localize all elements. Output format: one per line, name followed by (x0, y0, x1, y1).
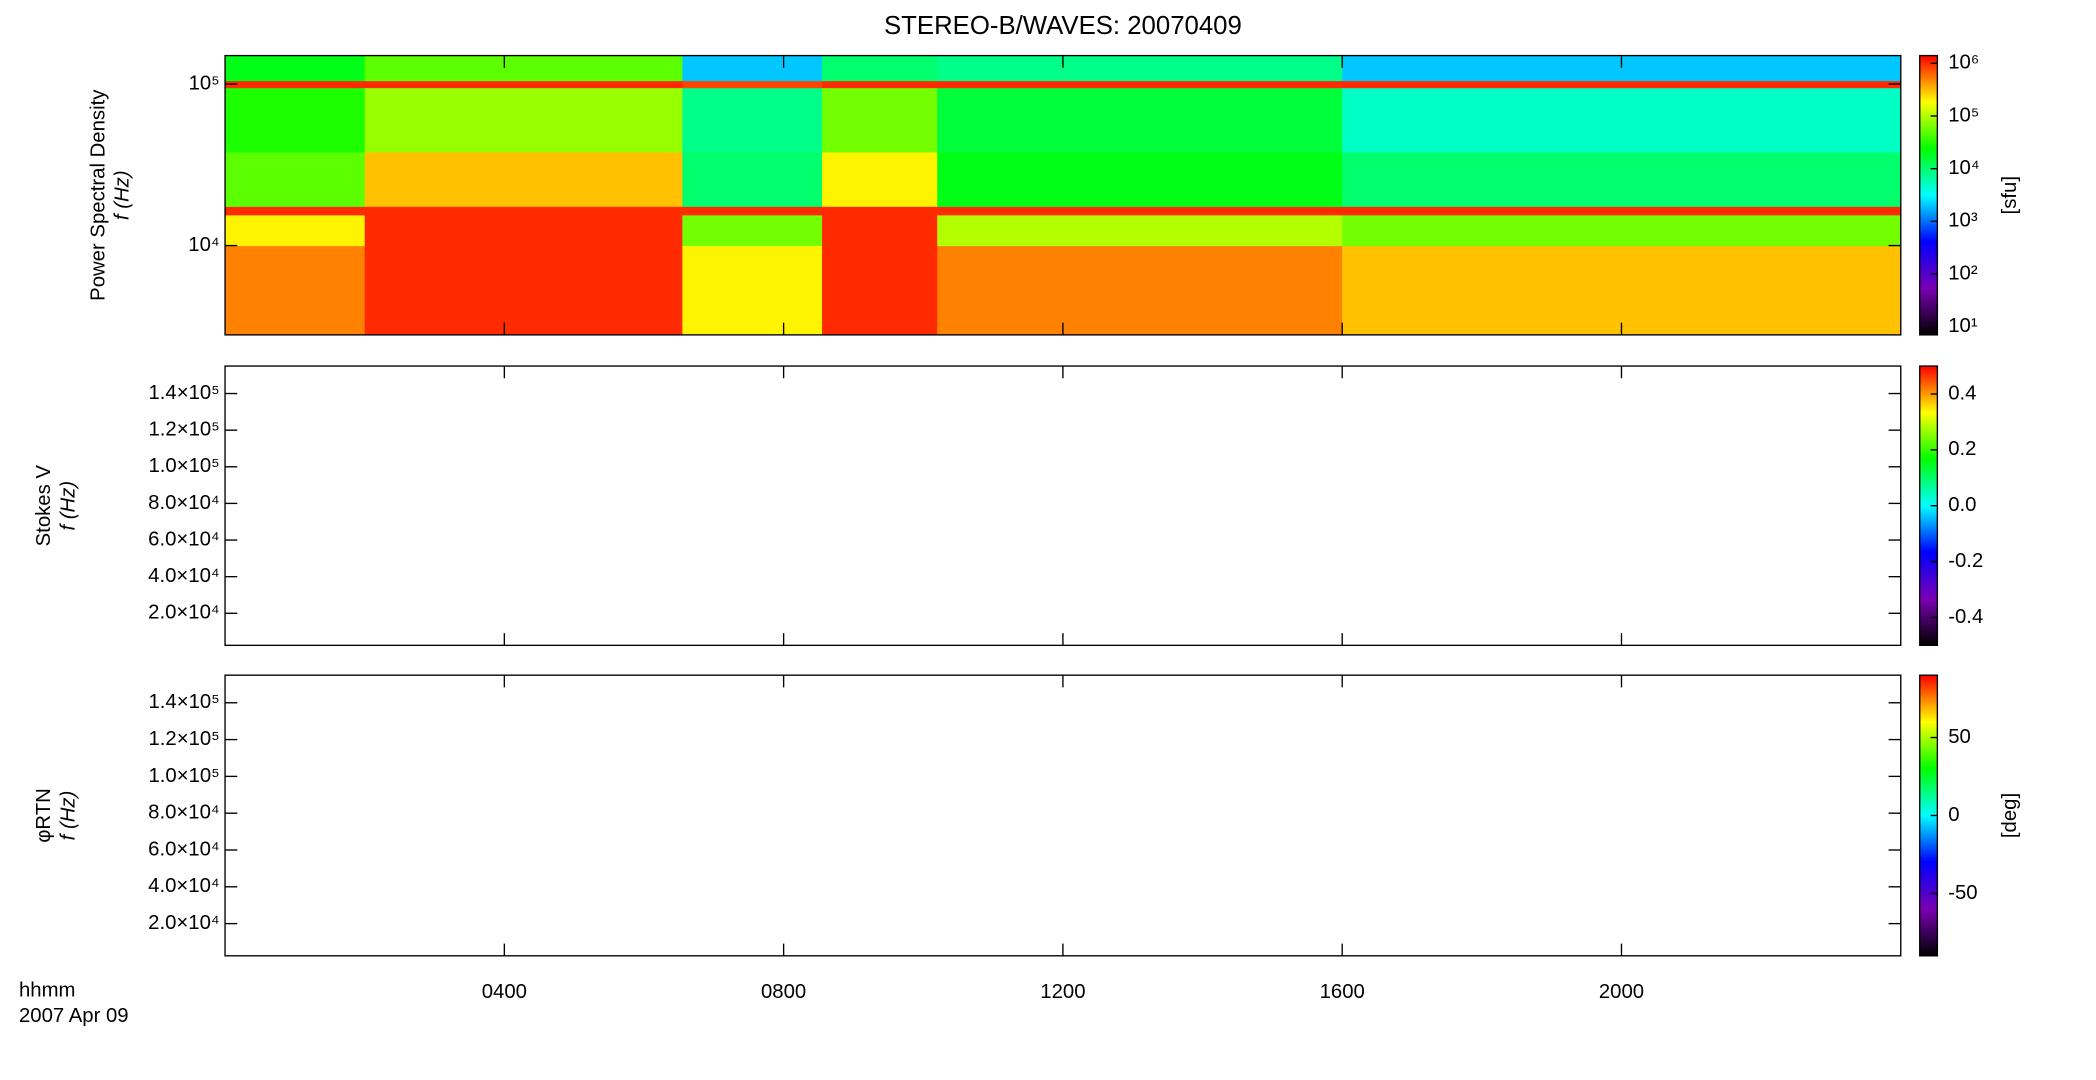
x-tick-label: 0400 (482, 981, 527, 1003)
colorbar-tick-label: 10⁴ (1948, 157, 1979, 179)
y-axis-title: f (Hz) (112, 170, 134, 220)
x-tick-label: 2000 (1599, 981, 1644, 1003)
x-tick-label: 1200 (1040, 981, 1085, 1003)
colorbar (1919, 54, 1939, 336)
y-axis-title: Stokes V (33, 465, 55, 547)
y-tick-label: 1.0×10⁵ (148, 455, 219, 477)
y-tick-label: 10⁴ (188, 234, 219, 256)
heatmap-cell (364, 206, 683, 216)
y-axis-title: f (Hz) (58, 481, 80, 531)
heatmap-cell (937, 214, 1343, 247)
chart-title: STEREO-B/WAVES: 20070409 (884, 12, 1242, 40)
heatmap-cell (682, 87, 823, 153)
heatmap-cell (225, 245, 366, 336)
heatmap-cell (364, 87, 683, 153)
y-tick-label: 2.0×10⁴ (148, 912, 219, 934)
x-tick-label: 0800 (761, 981, 806, 1003)
heatmap-cell (937, 151, 1343, 207)
x-axis-title: 2007 Apr 09 (19, 1005, 129, 1027)
heatmap-cell (1342, 80, 1902, 89)
y-tick-label: 1.2×10⁵ (148, 728, 219, 750)
heatmap-cell (364, 151, 683, 207)
plot-frame (224, 365, 1902, 647)
heatmap-cell (682, 80, 823, 89)
x-tick-label: 1600 (1320, 981, 1365, 1003)
colorbar-tick-label: 0.2 (1948, 438, 1976, 460)
heatmap-cell (225, 206, 366, 216)
y-tick-label: 2.0×10⁴ (148, 602, 219, 624)
y-axis-title: f (Hz) (58, 791, 80, 841)
colorbar-tick-label: 10¹ (1948, 315, 1978, 337)
heatmap-cell (225, 80, 366, 89)
y-tick-label: 10⁵ (189, 72, 220, 94)
colorbar-tick-label: -50 (1948, 882, 1977, 904)
heatmap-cell (937, 55, 1343, 82)
y-tick-label: 1.4×10⁵ (148, 382, 219, 404)
y-tick-label: 4.0×10⁴ (148, 565, 219, 587)
heatmap-cell (822, 80, 938, 89)
heatmap-cell (822, 55, 938, 82)
heatmap-cell (682, 245, 823, 336)
heatmap-cell (937, 87, 1343, 153)
y-tick-label: 1.2×10⁵ (148, 419, 219, 441)
y-tick-label: 6.0×10⁴ (148, 528, 219, 550)
y-tick-label: 4.0×10⁴ (148, 875, 219, 897)
heatmap-cell (682, 55, 823, 82)
heatmap-cell (682, 206, 823, 216)
heatmap-cell (364, 245, 683, 336)
colorbar-tick-label: 10³ (1948, 210, 1978, 232)
heatmap-cell (822, 245, 938, 336)
heatmap-cell (682, 214, 823, 247)
heatmap-cell (364, 214, 683, 247)
heatmap-cell (822, 87, 938, 153)
y-tick-label: 8.0×10⁴ (148, 492, 219, 514)
heatmap-cell (1342, 245, 1902, 336)
colorbar-tick-label: 0.0 (1948, 494, 1976, 516)
heatmap-cell (225, 87, 366, 153)
colorbar-tick-label: 10⁶ (1948, 52, 1979, 74)
heatmap-cell (937, 245, 1343, 336)
heatmap-cell (225, 55, 366, 82)
y-tick-label: 1.4×10⁵ (148, 691, 219, 713)
colorbar-tick-label: -0.4 (1948, 606, 1983, 628)
colorbar-tick-label: -0.2 (1948, 550, 1983, 572)
heatmap-cell (225, 214, 366, 247)
colorbar-tick-label: 50 (1948, 726, 1971, 748)
heatmap-cell (1342, 214, 1902, 247)
heatmap-cell (937, 80, 1343, 89)
heatmap-cell (822, 214, 938, 247)
y-tick-label: 6.0×10⁴ (148, 838, 219, 860)
heatmap-cell (682, 151, 823, 207)
y-axis-title: Power Spectral Density (87, 89, 109, 301)
heatmap-cell (225, 151, 366, 207)
heatmap-cell (822, 151, 938, 207)
colorbar-title: [sfu] (1999, 176, 2021, 214)
y-tick-label: 1.0×10⁵ (148, 765, 219, 787)
heatmap-cell (937, 206, 1343, 216)
colorbar-tick-label: 0 (1948, 804, 1959, 826)
heatmap-cell (364, 55, 683, 82)
heatmap-cell (1342, 206, 1902, 216)
heatmap-cell (822, 206, 938, 216)
y-tick-label: 8.0×10⁴ (148, 802, 219, 824)
x-axis-title: hhmm (19, 979, 75, 1001)
y-axis-title: φRTN (33, 788, 55, 843)
heatmap-cell (1342, 151, 1902, 207)
heatmap-cell (364, 80, 683, 89)
colorbar-tick-label: 10⁵ (1948, 104, 1979, 126)
colorbar-title: [deg] (1999, 793, 2021, 838)
plot-frame (224, 674, 1902, 957)
heatmap-cell (1342, 87, 1902, 153)
colorbar-tick-label: 0.4 (1948, 382, 1976, 404)
colorbar-tick-label: 10² (1948, 262, 1978, 284)
